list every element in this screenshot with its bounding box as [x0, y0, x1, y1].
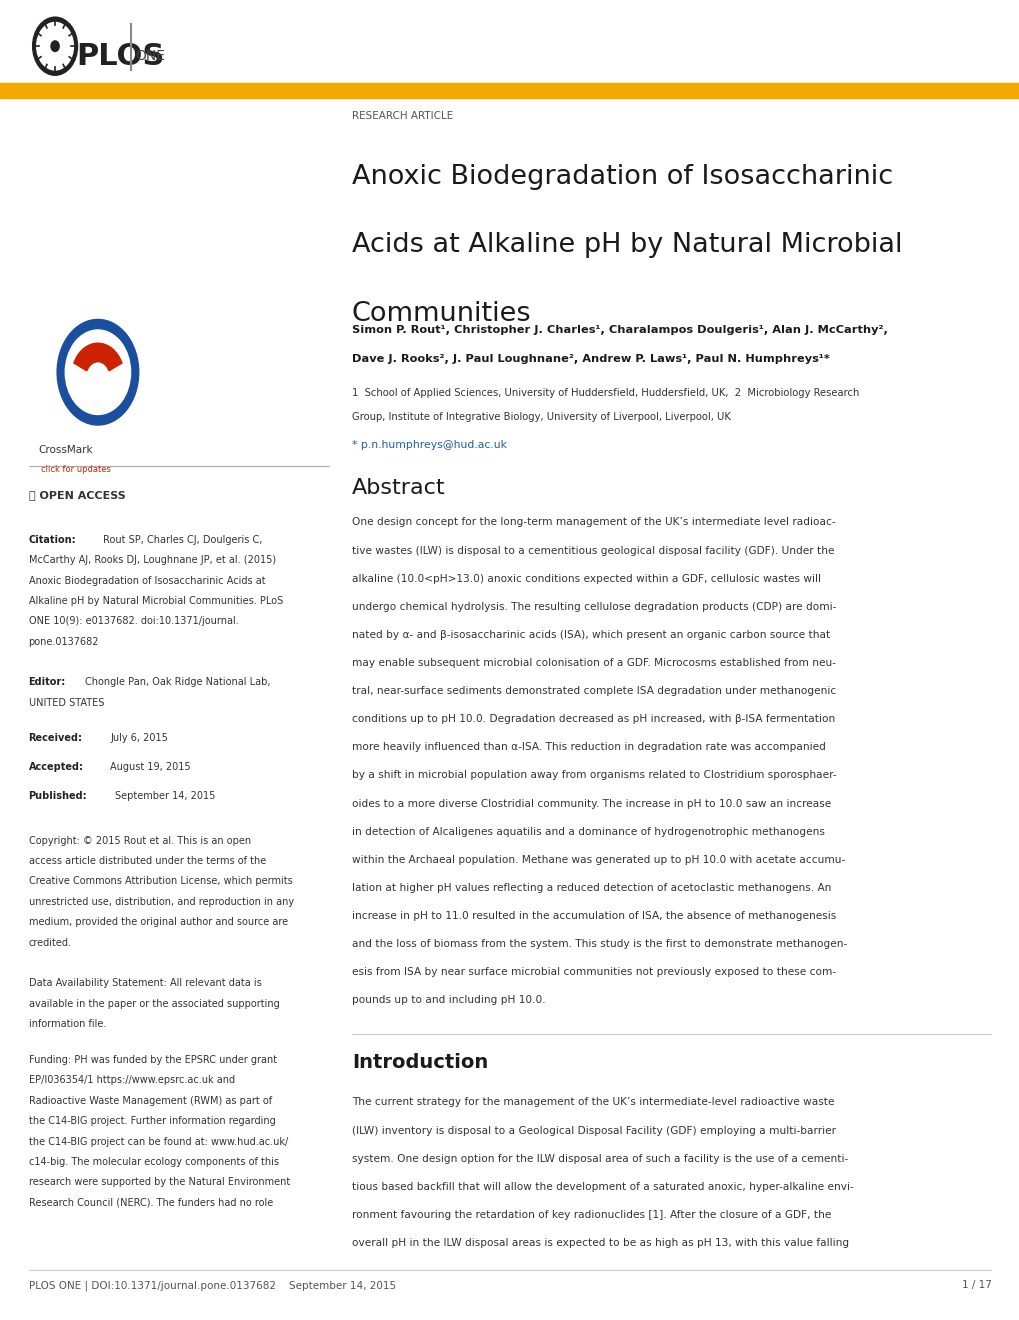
Wedge shape — [73, 343, 122, 371]
Circle shape — [33, 17, 77, 75]
Text: nated by α- and β-isosaccharinic acids (ISA), which present an organic carbon so: nated by α- and β-isosaccharinic acids (… — [352, 630, 829, 640]
Text: 1  School of Applied Sciences, University of Huddersfield, Huddersfield, UK,  2 : 1 School of Applied Sciences, University… — [352, 388, 858, 399]
Circle shape — [57, 319, 139, 425]
Text: ONE: ONE — [136, 49, 165, 63]
Text: increase in pH to 11.0 resulted in the accumulation of ISA, the absence of metha: increase in pH to 11.0 resulted in the a… — [352, 911, 836, 921]
Text: Acids at Alkaline pH by Natural Microbial: Acids at Alkaline pH by Natural Microbia… — [352, 232, 902, 259]
Text: Editor:: Editor: — [29, 677, 66, 688]
Text: Data Availability Statement: All relevant data is: Data Availability Statement: All relevan… — [29, 978, 261, 989]
Text: tral, near-surface sediments demonstrated complete ISA degradation under methano: tral, near-surface sediments demonstrate… — [352, 686, 836, 696]
Text: Group, Institute of Integrative Biology, University of Liverpool, Liverpool, UK: Group, Institute of Integrative Biology,… — [352, 412, 730, 422]
Text: ronment favouring the retardation of key radionuclides [1]. After the closure of: ronment favouring the retardation of key… — [352, 1210, 830, 1220]
Text: September 14, 2015: September 14, 2015 — [115, 791, 215, 801]
Text: (ILW) inventory is disposal to a Geological Disposal Facility (GDF) employing a : (ILW) inventory is disposal to a Geologi… — [352, 1126, 836, 1135]
Text: RESEARCH ARTICLE: RESEARCH ARTICLE — [352, 111, 452, 121]
Text: medium, provided the original author and source are: medium, provided the original author and… — [29, 917, 287, 928]
Text: The current strategy for the management of the UK’s intermediate-level radioacti: The current strategy for the management … — [352, 1097, 834, 1107]
Text: Communities: Communities — [352, 301, 531, 327]
Text: Rout SP, Charles CJ, Doulgeris C,: Rout SP, Charles CJ, Doulgeris C, — [103, 535, 262, 545]
Text: the C14-BIG project. Further information regarding: the C14-BIG project. Further information… — [29, 1115, 275, 1126]
Text: Introduction: Introduction — [352, 1052, 488, 1072]
Text: August 19, 2015: August 19, 2015 — [110, 762, 191, 772]
Text: Citation:: Citation: — [29, 535, 76, 545]
Text: more heavily influenced than α-ISA. This reduction in degradation rate was accom: more heavily influenced than α-ISA. This… — [352, 742, 825, 752]
Text: access article distributed under the terms of the: access article distributed under the ter… — [29, 857, 266, 866]
Circle shape — [65, 330, 130, 414]
Text: Anoxic Biodegradation of Isosaccharinic: Anoxic Biodegradation of Isosaccharinic — [352, 164, 893, 190]
Bar — [0, 83, 1019, 98]
Text: Accepted:: Accepted: — [29, 762, 84, 772]
Text: Funding: PH was funded by the EPSRC under grant: Funding: PH was funded by the EPSRC unde… — [29, 1055, 276, 1065]
Text: Anoxic Biodegradation of Isosaccharinic Acids at: Anoxic Biodegradation of Isosaccharinic … — [29, 576, 265, 586]
Text: UNITED STATES: UNITED STATES — [29, 697, 104, 708]
Text: Chongle Pan, Oak Ridge National Lab,: Chongle Pan, Oak Ridge National Lab, — [85, 677, 270, 688]
Circle shape — [37, 22, 73, 70]
Text: in detection of Alcaligenes aquatilis and a dominance of hydrogenotrophic methan: in detection of Alcaligenes aquatilis an… — [352, 826, 824, 837]
Text: alkaline (10.0<pH>13.0) anoxic conditions expected within a GDF, cellulosic wast: alkaline (10.0<pH>13.0) anoxic condition… — [352, 574, 820, 583]
Text: Radioactive Waste Management (RWM) as part of: Radioactive Waste Management (RWM) as pa… — [29, 1096, 271, 1106]
Text: within the Archaeal population. Methane was generated up to pH 10.0 with acetate: within the Archaeal population. Methane … — [352, 855, 845, 865]
Text: may enable subsequent microbial colonisation of a GDF. Microcosms established fr: may enable subsequent microbial colonisa… — [352, 659, 836, 668]
Text: 🔓 OPEN ACCESS: 🔓 OPEN ACCESS — [29, 490, 125, 500]
Text: and the loss of biomass from the system. This study is the first to demonstrate : and the loss of biomass from the system.… — [352, 940, 847, 949]
Text: Dave J. Rooks², J. Paul Loughnane², Andrew P. Laws¹, Paul N. Humphreys¹*: Dave J. Rooks², J. Paul Loughnane², Andr… — [352, 354, 829, 364]
Text: One design concept for the long-term management of the UK’s intermediate level r: One design concept for the long-term man… — [352, 517, 835, 528]
Text: Research Council (NERC). The funders had no role: Research Council (NERC). The funders had… — [29, 1199, 272, 1208]
Text: esis from ISA by near surface microbial communities not previously exposed to th: esis from ISA by near surface microbial … — [352, 968, 836, 977]
Text: conditions up to pH 10.0. Degradation decreased as pH increased, with β-ISA ferm: conditions up to pH 10.0. Degradation de… — [352, 714, 835, 725]
Text: Abstract: Abstract — [352, 478, 445, 498]
Text: Creative Commons Attribution License, which permits: Creative Commons Attribution License, wh… — [29, 876, 292, 887]
Text: system. One design option for the ILW disposal area of such a facility is the us: system. One design option for the ILW di… — [352, 1154, 848, 1164]
Text: available in the paper or the associated supporting: available in the paper or the associated… — [29, 998, 279, 1008]
Circle shape — [51, 41, 59, 51]
Text: Received:: Received: — [29, 733, 83, 743]
Text: 1 / 17: 1 / 17 — [961, 1280, 990, 1291]
Text: Published:: Published: — [29, 791, 87, 801]
Text: overall pH in the ILW disposal areas is expected to be as high as pH 13, with th: overall pH in the ILW disposal areas is … — [352, 1238, 848, 1247]
Text: July 6, 2015: July 6, 2015 — [110, 733, 168, 743]
Text: pone.0137682: pone.0137682 — [29, 638, 99, 647]
Text: lation at higher pH values reflecting a reduced detection of acetoclastic methan: lation at higher pH values reflecting a … — [352, 883, 830, 892]
Text: ONE 10(9): e0137682. doi:10.1371/journal.: ONE 10(9): e0137682. doi:10.1371/journal… — [29, 616, 238, 627]
Text: PLOS: PLOS — [76, 42, 165, 70]
Text: Alkaline pH by Natural Microbial Communities. PLoS: Alkaline pH by Natural Microbial Communi… — [29, 597, 282, 606]
Text: oides to a more diverse Clostridial community. The increase in pH to 10.0 saw an: oides to a more diverse Clostridial comm… — [352, 799, 830, 809]
Text: information file.: information file. — [29, 1019, 106, 1030]
Text: CrossMark: CrossMark — [39, 445, 94, 455]
Text: tious based backfill that will allow the development of a saturated anoxic, hype: tious based backfill that will allow the… — [352, 1181, 853, 1192]
Text: tive wastes (ILW) is disposal to a cementitious geological disposal facility (GD: tive wastes (ILW) is disposal to a cemen… — [352, 545, 834, 556]
Text: PLOS ONE | DOI:10.1371/journal.pone.0137682    September 14, 2015: PLOS ONE | DOI:10.1371/journal.pone.0137… — [29, 1280, 395, 1291]
Text: c14-big. The molecular ecology components of this: c14-big. The molecular ecology component… — [29, 1156, 278, 1167]
Text: McCarthy AJ, Rooks DJ, Loughnane JP, et al. (2015): McCarthy AJ, Rooks DJ, Loughnane JP, et … — [29, 554, 275, 565]
Text: pounds up to and including pH 10.0.: pounds up to and including pH 10.0. — [352, 995, 545, 1006]
Text: unrestricted use, distribution, and reproduction in any: unrestricted use, distribution, and repr… — [29, 898, 293, 907]
Text: * p.n.humphreys@hud.ac.uk: * p.n.humphreys@hud.ac.uk — [352, 440, 506, 450]
Text: Simon P. Rout¹, Christopher J. Charles¹, Charalampos Doulgeris¹, Alan J. McCarth: Simon P. Rout¹, Christopher J. Charles¹,… — [352, 325, 887, 335]
Text: the C14-BIG project can be found at: www.hud.ac.uk/: the C14-BIG project can be found at: www… — [29, 1137, 287, 1147]
Text: Copyright: © 2015 Rout et al. This is an open: Copyright: © 2015 Rout et al. This is an… — [29, 836, 251, 846]
Text: research were supported by the Natural Environment: research were supported by the Natural E… — [29, 1177, 289, 1188]
Text: click for updates: click for updates — [41, 465, 111, 474]
Text: by a shift in microbial population away from organisms related to Clostridium sp: by a shift in microbial population away … — [352, 771, 836, 780]
Text: credited.: credited. — [29, 937, 71, 948]
Text: EP/I036354/1 https://www.epsrc.ac.uk and: EP/I036354/1 https://www.epsrc.ac.uk and — [29, 1074, 234, 1085]
Text: undergo chemical hydrolysis. The resulting cellulose degradation products (CDP) : undergo chemical hydrolysis. The resulti… — [352, 602, 836, 611]
